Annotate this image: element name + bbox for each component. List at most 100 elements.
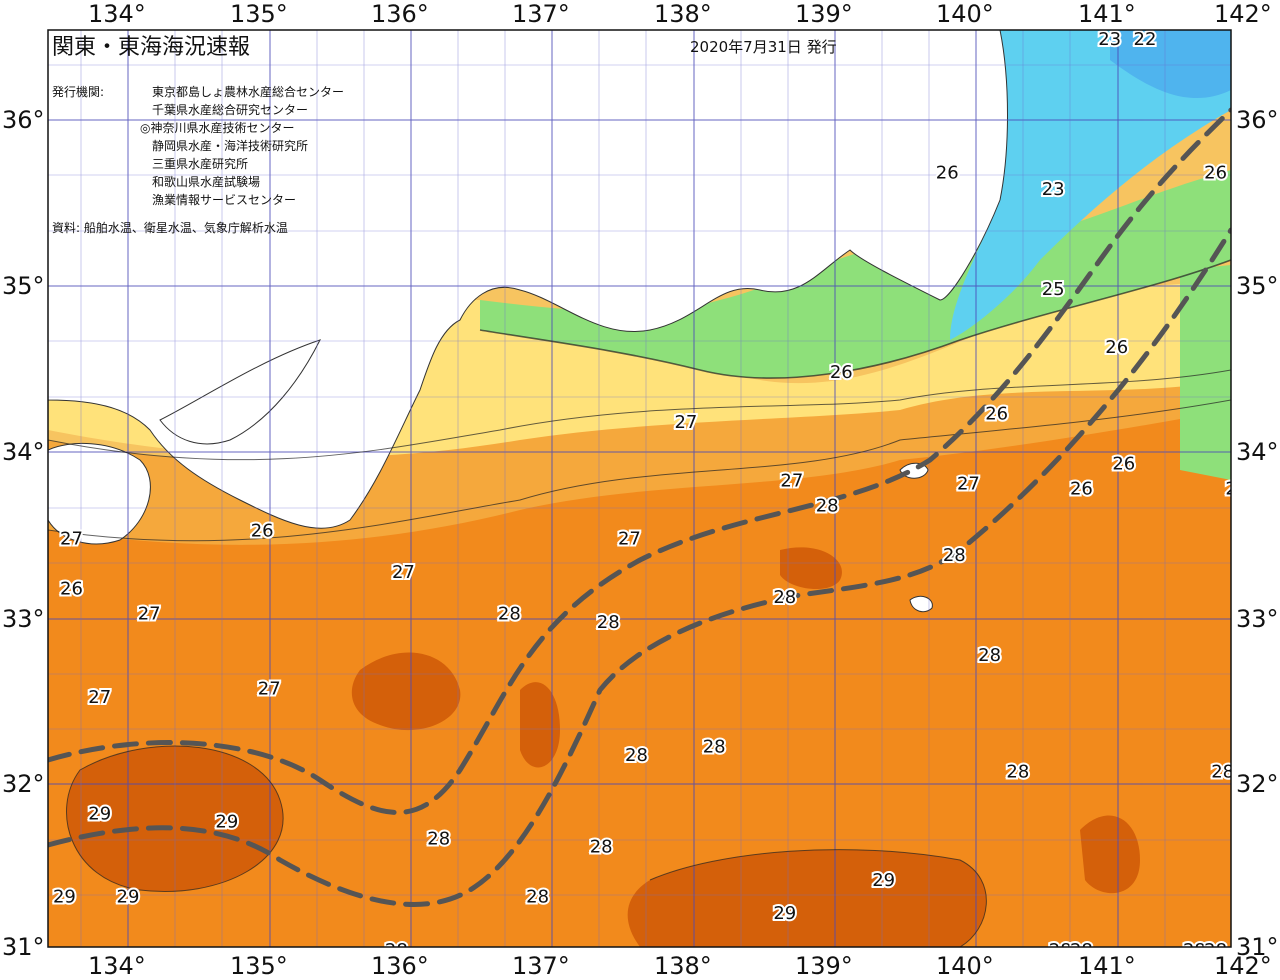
isotherm-label: 26 [985,404,1008,425]
map-frame [47,29,1232,948]
isotherm-label: 27 [618,529,641,550]
isotherm-label: 28 [816,495,839,516]
isotherm-label: 28 [1070,940,1093,961]
isotherm-label: 29 [773,903,796,924]
isotherm-label: 23 [1042,179,1065,200]
lon-label: 140° [936,0,994,28]
lat-label: 32° [1236,770,1279,798]
isotherm-label: 28 [526,887,549,908]
lon-label: 141° [1078,0,1136,28]
issuer-item: 千葉県水産総合研究センター [152,102,308,117]
issuers-label: 発行機関: [52,84,104,99]
isotherm-label: 26 [60,579,83,600]
issue-date: 2020年7月31日 発行 [690,38,837,56]
isotherms [48,259,1231,947]
isotherm-label: 25 [1042,279,1065,300]
isotherm-label: 26 [251,520,274,541]
isotherm-label: 28 [498,604,521,625]
isotherm-label: 27 [88,687,111,708]
longitude-labels-top: 134° 135° 136° 137° 138° 139° 140° 141° … [88,0,1272,28]
isotherm-label: 28 [703,737,726,758]
isotherm-label: 26 [1070,479,1093,500]
latitude-labels-left: 36° 35° 34° 33° 32° 31° [2,106,45,961]
lon-label: 135° [230,0,288,28]
longitude-labels-bottom: 134° 135° 136° 137° 138° 139° 140° 141° … [88,952,1272,980]
isotherm-label: 28 [1049,940,1072,961]
isotherm-label: 26 [1225,479,1248,500]
latitude-labels-right: 36° 35° 34° 33° 32° 31° [1236,106,1279,961]
isotherm-label: 26 [1204,162,1227,183]
lon-label: 142° [1214,0,1272,28]
lat-label: 34° [1236,438,1279,466]
isotherm-label: 29 [215,812,238,833]
issuer-item: 三重県水産研究所 [152,156,248,171]
isotherm-label: 28 [978,645,1001,666]
isotherm-label: 26 [830,362,853,383]
kuroshio-paths [48,107,1231,907]
issuer-item: 漁業情報サービスセンター [152,193,296,207]
map-area: 22 23 23 26 26 26 25 26 26 26 26 26 26 27 27 27 27 27 26 27… [48,29,1248,961]
data-source: 資料: 船舶水温、衛星水温、気象庁解析水温 [52,220,288,235]
isotherm-label: 26 [936,162,959,183]
lon-label: 140° [936,952,994,980]
lon-label: 138° [654,952,712,980]
isotherm-label: 28 [590,837,613,858]
lon-label: 139° [795,0,853,28]
isotherm-label: 28 [597,612,620,633]
issuer-item: 東京都島しょ農林水産総合センター [152,84,344,99]
lon-label: 138° [654,0,712,28]
issuer-item: 和歌山県水産試験場 [152,174,260,189]
isotherm-label: 28 [427,828,450,849]
lat-label: 33° [2,605,45,633]
isotherm-label: 27 [674,412,697,433]
isotherm-label: 29 [117,887,140,908]
lat-label: 36° [2,106,45,134]
isotherm-label: 26 [1105,337,1128,358]
isotherm-label: 27 [780,470,803,491]
isotherm-label: 29 [88,803,111,824]
lon-label: 137° [512,0,570,28]
land [48,30,1008,613]
lon-label: 136° [371,0,429,28]
lon-label: 142° [1214,952,1272,980]
isotherm-label: 27 [392,562,415,583]
isotherm-label: 28 [773,587,796,608]
isotherm-label: 28 [1006,762,1029,783]
lon-label: 134° [88,0,146,28]
isotherm-label: 28 [943,545,966,566]
lat-label: 33° [1236,605,1279,633]
lat-label: 31° [1236,933,1279,961]
isotherm-label: 28 [385,940,408,961]
isotherm-label: 28 [1204,940,1227,961]
isotherm-label: 27 [138,604,161,625]
isotherm-label: 27 [258,678,281,699]
isotherm-label: 29 [53,887,76,908]
issuer-item: ◎神奈川県水産技術センター [140,120,294,135]
graticule [48,30,1231,947]
isotherm-label: 28 [625,745,648,766]
issuers-list: 東京都島しょ農林水産総合センター 千葉県水産総合研究センター ◎神奈川県水産技術… [140,84,344,207]
isotherm-label: 23 [1098,29,1121,50]
lat-label: 36° [1236,106,1279,134]
lat-label: 31° [2,933,45,961]
lat-label: 35° [1236,272,1279,300]
lon-label: 141° [1078,952,1136,980]
isotherm-label: 28 [1211,762,1234,783]
isotherm-label: 26 [1112,454,1135,475]
isotherm-labels: 22 23 23 26 26 26 25 26 26 26 26 26 26 27 27 27 27 27 26 27… [51,29,1248,961]
lon-label: 134° [88,952,146,980]
lon-label: 136° [371,952,429,980]
lon-label: 137° [512,952,570,980]
isotherm-label: 28 [1183,940,1206,961]
issuer-item: 静岡県水産・海洋技術研究所 [152,138,308,153]
isotherm-label: 22 [1134,29,1157,50]
isotherm-label: 29 [872,870,895,891]
lat-label: 35° [2,272,45,300]
lat-label: 34° [2,438,45,466]
map-title: 関東・東海海況速報 [52,35,250,60]
lon-label: 135° [230,952,288,980]
isotherm-label: 27 [60,529,83,550]
isotherm-label: 27 [957,474,980,495]
lon-label: 139° [795,952,853,980]
